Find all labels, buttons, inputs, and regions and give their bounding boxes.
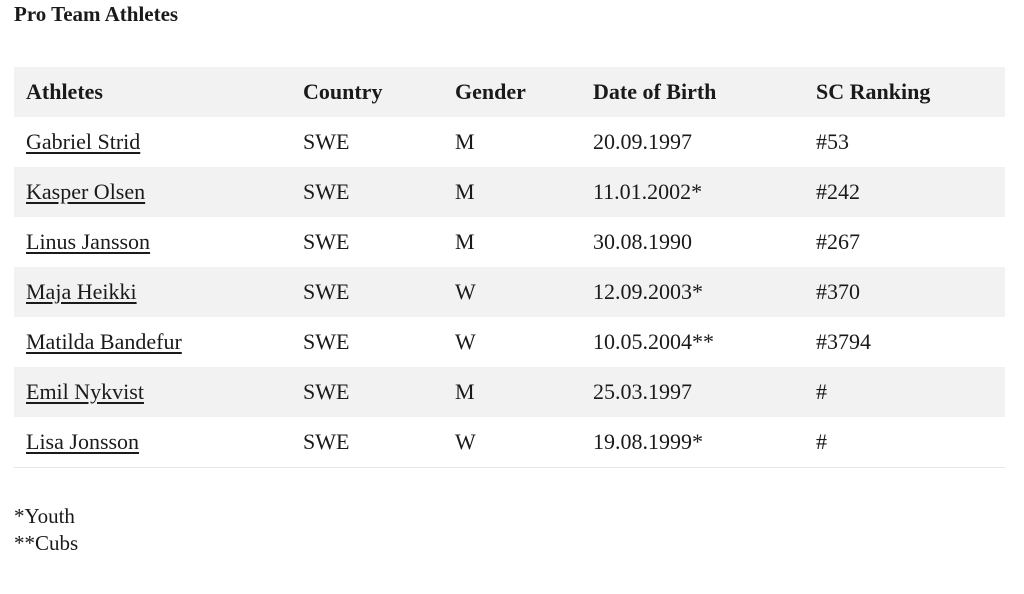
footnotes: *Youth **Cubs (14, 503, 78, 557)
table-cell: SWE (303, 429, 350, 454)
table-cell: Gabriel Strid (14, 117, 291, 167)
athlete-link[interactable]: Maja Heikki (26, 279, 137, 304)
table-cell: 19.08.1999* (593, 429, 703, 454)
table-cell: 10.05.2004** (593, 329, 714, 354)
footnote: **Cubs (14, 531, 79, 555)
column-header: SC Ranking (816, 79, 931, 104)
page-title: Pro Team Athletes (14, 2, 179, 26)
table-cell: M (455, 129, 475, 154)
table-cell: # (816, 379, 827, 404)
footnote: *Youth (14, 504, 75, 528)
athlete-row: Matilda Bandefur SWE W 10.05.2004** #3794 (14, 317, 1005, 367)
table-cell: W (455, 329, 476, 354)
table-cell: #242 (816, 179, 860, 204)
column-header: Country (303, 79, 383, 104)
table-cell: #3794 (816, 329, 871, 354)
athlete-row: Lisa Jonsson SWE W 19.08.1999* # (14, 417, 1005, 468)
table-cell: SWE (303, 279, 350, 304)
column-header: Gender (455, 79, 526, 104)
athlete-row: Emil Nykvist SWE M 25.03.1997 # (14, 367, 1005, 417)
table-body: Gabriel Strid SWE M 20.09.1997 #53 Kasper Ols… (14, 117, 1005, 468)
table-cell: W (455, 279, 476, 304)
table-cell: M (455, 229, 475, 254)
table-cell: 25.03.1997 (593, 379, 692, 404)
table-cell: M (455, 179, 475, 204)
athlete-row: Linus Jansson SWE M 30.08.1990 #267 (14, 217, 1005, 267)
table-cell: #370 (816, 279, 860, 304)
table-cell: 20.09.1997 (593, 129, 692, 154)
athlete-link[interactable]: Linus Jansson (26, 229, 151, 254)
table-cell: # (816, 429, 827, 454)
table-cell: #267 (816, 229, 860, 254)
athlete-row: Gabriel Strid SWE M 20.09.1997 #53 (14, 117, 1005, 167)
table-cell: SWE (303, 229, 350, 254)
athletes-table: Athletes Country Gender Date of Birth SC Ran… (14, 67, 1005, 468)
table-cell: M (455, 379, 475, 404)
table-cell: #53 (816, 129, 849, 154)
header-row: Athletes Country Gender Date of Birth SC Ran… (14, 67, 1005, 117)
table-cell: 11.01.2002* (593, 179, 703, 204)
table-cell: Linus Jansson (14, 217, 291, 267)
table-cell: Maja Heikki (14, 267, 291, 317)
table-cell: Matilda Bandefur (14, 317, 291, 367)
table-cell: SWE (303, 379, 350, 404)
athlete-link[interactable]: Kasper Olsen (26, 179, 146, 204)
athlete-row: Maja Heikki SWE W 12.09.2003* #370 (14, 267, 1005, 317)
table-cell: SWE (303, 329, 350, 354)
table-cell: SWE (303, 179, 350, 204)
athlete-link[interactable]: Emil Nykvist (26, 379, 144, 404)
table-cell: Lisa Jonsson (14, 417, 291, 468)
table-cell: W (455, 429, 476, 454)
table-cell: SWE (303, 129, 350, 154)
table-cell: 30.08.1990 (593, 229, 692, 254)
table-cell: Kasper Olsen (14, 167, 291, 217)
athlete-link[interactable]: Gabriel Strid (26, 129, 141, 154)
table-cell: Emil Nykvist (14, 367, 291, 417)
athlete-link[interactable]: Matilda Bandefur (26, 329, 182, 354)
table-cell: 12.09.2003* (593, 279, 703, 304)
column-header: Date of Birth (593, 79, 717, 104)
column-header: Athletes (26, 79, 103, 104)
athlete-link[interactable]: Lisa Jonsson (26, 429, 140, 454)
athlete-row: Kasper Olsen SWE M 11.01.2002* #242 (14, 167, 1005, 217)
